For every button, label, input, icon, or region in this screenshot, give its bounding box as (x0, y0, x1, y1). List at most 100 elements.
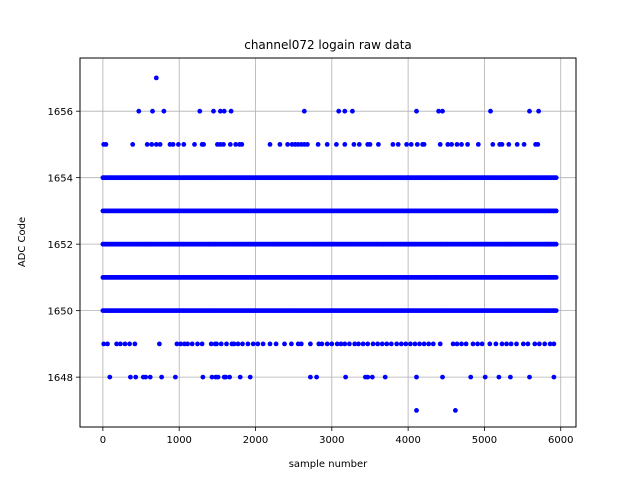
data-point (153, 142, 159, 147)
x-axis-ticks: 0 1000 2000 3000 4000 5000 6000 (100, 427, 573, 446)
data-point (195, 341, 200, 347)
data-point (532, 341, 538, 347)
data-point (499, 142, 505, 147)
data-point (408, 341, 413, 347)
data-point (535, 142, 541, 147)
data-point (150, 108, 155, 114)
data-point (170, 142, 176, 147)
data-point (375, 341, 380, 347)
data-point (475, 142, 481, 147)
data-point (273, 341, 279, 347)
data-point (343, 374, 348, 380)
data-point (453, 408, 458, 413)
data-point (459, 341, 464, 347)
data-point (209, 374, 215, 380)
x-tick-label: 6000 (548, 435, 573, 446)
data-point (133, 374, 139, 380)
data-point (553, 275, 559, 280)
data-point (130, 142, 136, 147)
data-point (215, 374, 221, 380)
data-point (384, 341, 390, 347)
data-point (430, 341, 436, 347)
data-point (414, 142, 420, 147)
data-point (551, 341, 557, 347)
data-point (440, 374, 445, 380)
x-tick-label: 1000 (166, 435, 191, 446)
data-point (250, 341, 256, 347)
x-tick-label: 4000 (395, 435, 420, 446)
data-point (308, 341, 313, 347)
data-point (181, 142, 187, 147)
data-point (143, 374, 149, 380)
data-point (470, 341, 476, 347)
data-point (221, 108, 227, 114)
data-point (404, 142, 409, 147)
data-point (227, 374, 233, 380)
data-point (289, 341, 294, 347)
data-point (445, 142, 451, 147)
data-point (197, 108, 203, 114)
data-point (408, 142, 414, 147)
data-point (421, 341, 427, 347)
data-point (105, 341, 110, 347)
data-point (370, 341, 376, 347)
data-point (365, 374, 371, 380)
data-point (403, 341, 409, 347)
data-point (329, 341, 335, 347)
data-point (414, 374, 419, 380)
x-axis-label: sample number (289, 459, 368, 470)
data-point (342, 108, 348, 114)
data-point (553, 308, 559, 313)
data-point (459, 142, 464, 147)
data-point (324, 142, 330, 147)
data-point (465, 142, 470, 147)
data-point (136, 108, 142, 114)
data-point (437, 142, 443, 147)
data-point (301, 108, 307, 114)
data-point (199, 341, 205, 347)
data-point (103, 142, 109, 147)
data-point (352, 341, 358, 347)
data-point (240, 341, 245, 347)
data-point (114, 341, 119, 347)
data-point (178, 341, 184, 347)
data-point (365, 341, 371, 347)
data-point (360, 341, 366, 347)
data-point (245, 341, 251, 347)
data-point (351, 142, 357, 147)
data-point (107, 374, 113, 380)
data-point (553, 175, 559, 181)
plot-frame (79, 57, 577, 428)
data-point (201, 142, 207, 147)
data-point (174, 341, 180, 347)
data-point (189, 341, 195, 347)
data-point (421, 142, 427, 147)
data-point (127, 374, 133, 380)
data-point (144, 142, 150, 147)
data-point (298, 341, 304, 347)
data-point (159, 374, 165, 380)
data-point (285, 142, 290, 147)
data-point (426, 341, 432, 347)
data-point (308, 374, 313, 380)
data-point (153, 75, 159, 81)
data-point (218, 341, 224, 347)
data-point (235, 341, 241, 347)
data-point (147, 374, 153, 380)
data-point (463, 341, 469, 347)
data-point (305, 142, 310, 147)
data-point (228, 108, 234, 114)
data-point (173, 374, 178, 380)
data-point (185, 341, 191, 347)
data-point (553, 241, 559, 247)
data-point (490, 142, 496, 147)
data-point (200, 374, 206, 380)
chart-title: channel072 logain raw data (244, 38, 412, 52)
data-point (267, 341, 273, 347)
data-point (504, 341, 509, 347)
data-point (525, 341, 531, 347)
data-point (508, 341, 514, 347)
data-point (537, 341, 542, 347)
data-point (468, 374, 474, 380)
data-point (315, 142, 321, 147)
